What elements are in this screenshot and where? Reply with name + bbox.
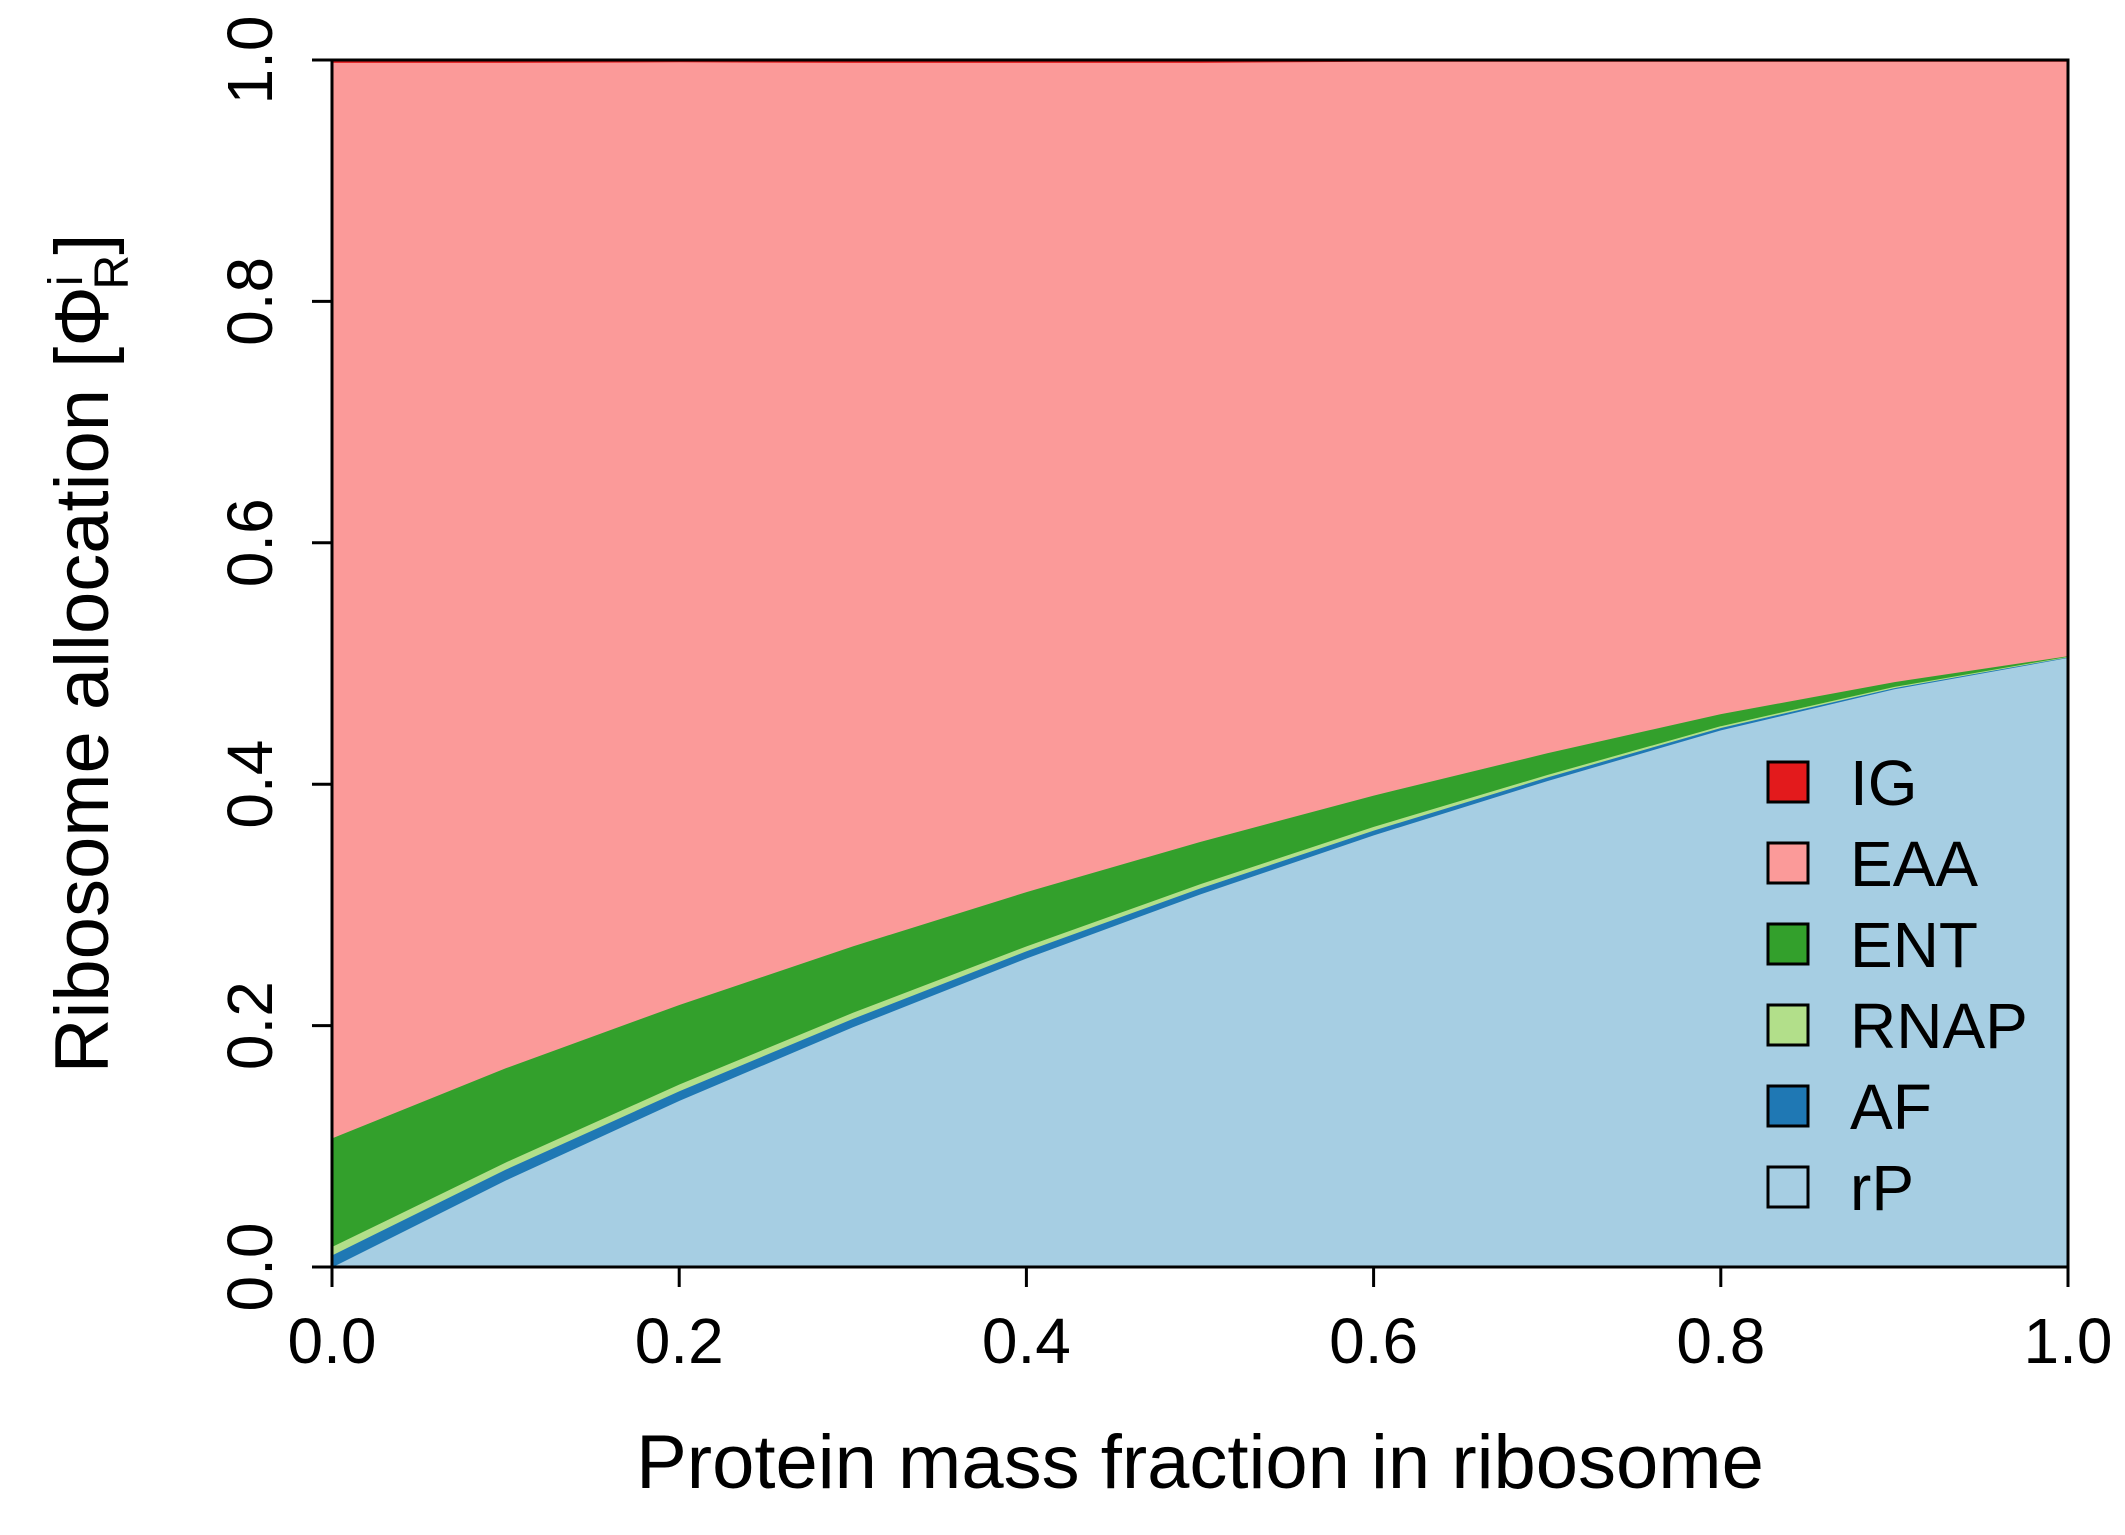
x-tick-label: 0.4 [982, 1305, 1071, 1377]
y-axis-title-subscript: R [86, 255, 139, 290]
legend-label-eaa: EAA [1850, 828, 1978, 900]
y-tick-label: 1.0 [214, 16, 286, 105]
x-tick-label: 0.8 [1676, 1305, 1765, 1377]
y-tick-label: 0.0 [214, 1223, 286, 1312]
y-tick-label: 0.4 [214, 740, 286, 829]
y-axis-title-superscript: i [40, 275, 93, 286]
x-tick-label: 0.2 [635, 1305, 724, 1377]
legend-label-ent: ENT [1850, 909, 1978, 981]
x-axis-title: Protein mass fraction in ribosome [636, 1420, 1764, 1505]
legend-swatch-ig [1766, 760, 1810, 804]
legend-swatch-rp [1766, 1165, 1810, 1209]
legend-label-rp: rP [1850, 1152, 1914, 1224]
y-axis-title: Ribosome allocation [ΦiR] [40, 234, 139, 1074]
y-axis: 0.0 0.2 0.4 0.6 0.8 1.0 [214, 16, 332, 1312]
x-tick-label: 1.0 [2024, 1305, 2113, 1377]
legend-swatch-rnap [1766, 1003, 1810, 1047]
legend-swatch-eaa [1766, 841, 1810, 885]
legend-label-ig: IG [1850, 747, 1918, 819]
plot-frame [330, 58, 2070, 1269]
y-axis-title-close: ] [40, 234, 125, 255]
y-tick-label: 0.2 [214, 981, 286, 1070]
y-tick-label: 0.8 [214, 257, 286, 346]
area-layers [331, 59, 2069, 1268]
x-tick-label: 0.6 [1329, 1305, 1418, 1377]
y-tick-label: 0.6 [214, 498, 286, 587]
legend-label-af: AF [1850, 1071, 1932, 1143]
x-tick-label: 0.0 [288, 1305, 377, 1377]
legend-swatch-af [1766, 1084, 1810, 1128]
y-axis-title-main: Ribosome allocation [Φ [40, 286, 125, 1073]
legend-label-rnap: RNAP [1850, 990, 2028, 1062]
x-axis: 0.0 0.2 0.4 0.6 0.8 1.0 [288, 1267, 2113, 1377]
legend: IG EAA ENT RNAP AF rP [1766, 747, 2028, 1224]
legend-swatch-ent [1766, 922, 1810, 966]
